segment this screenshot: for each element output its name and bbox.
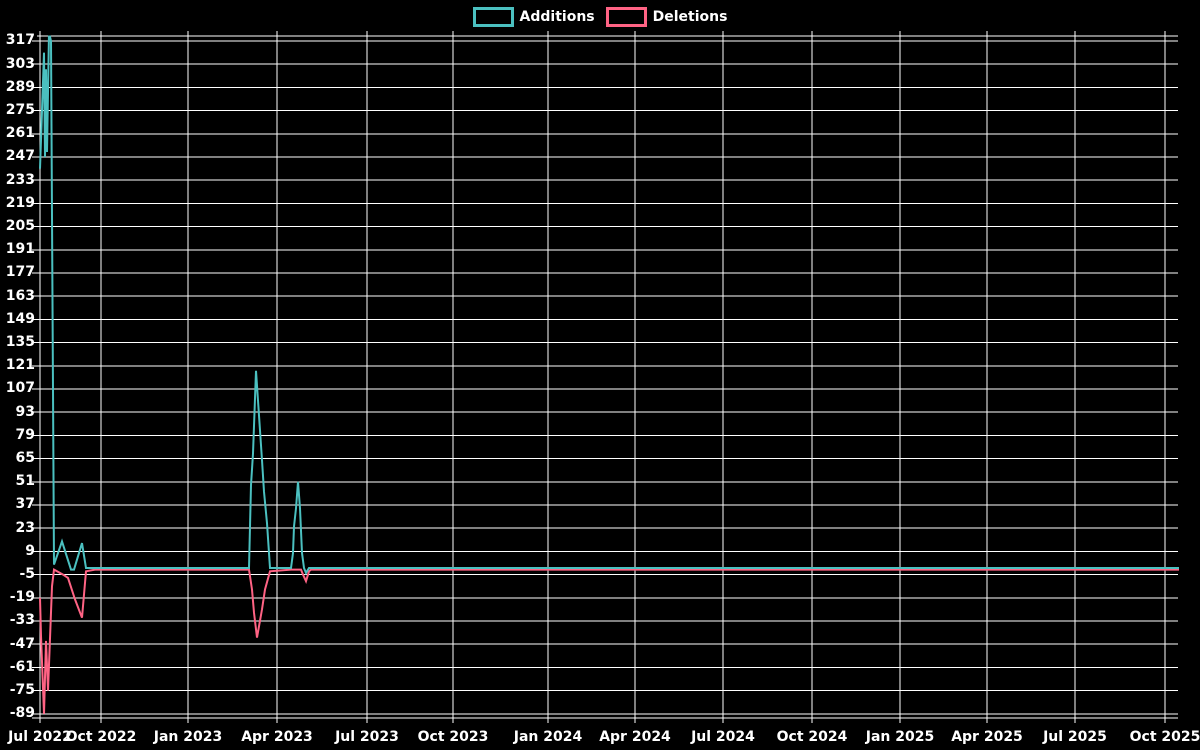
y-tick-label: 233 — [5, 171, 35, 188]
y-tick-label: -89 — [9, 705, 35, 722]
x-tick-label: Jan 2023 — [153, 729, 223, 745]
y-tick-label: 9 — [25, 542, 35, 559]
y-tick-label: 79 — [15, 426, 35, 443]
y-tick-label: 247 — [5, 148, 35, 165]
x-tick-label: Jul 2023 — [335, 729, 399, 745]
y-tick-label: 303 — [5, 55, 35, 72]
legend-item-deletions[interactable]: Deletions — [605, 7, 728, 27]
y-tick-label: 121 — [5, 357, 35, 374]
y-tick-label: 135 — [5, 334, 35, 351]
deletions-line — [39, 567, 1179, 714]
y-tick-label: -33 — [9, 612, 35, 629]
y-tick-label: 317 — [5, 32, 35, 49]
x-tick-label: Jul 2022 — [8, 729, 72, 745]
deletions-swatch-icon — [605, 7, 647, 27]
y-tick-label: 107 — [5, 380, 35, 397]
y-tick-label: 205 — [5, 218, 35, 235]
deletions-legend-label: Deletions — [652, 9, 728, 25]
y-tick-label: -61 — [9, 658, 35, 675]
y-tick-label: 93 — [15, 403, 35, 420]
y-tick-label: 37 — [15, 496, 35, 513]
y-tick-label: 163 — [5, 287, 35, 304]
y-tick-label: -47 — [9, 635, 35, 652]
x-tick-label: Jul 2025 — [1043, 729, 1107, 745]
x-tick-label: Jul 2024 — [691, 729, 755, 745]
y-tick-label: -75 — [9, 682, 35, 699]
y-tick-label: 51 — [15, 473, 35, 490]
additions-swatch-icon — [472, 7, 514, 27]
y-tick-label: 149 — [5, 310, 35, 327]
x-tick-label: Apr 2023 — [241, 729, 313, 745]
x-tick-label: Oct 2023 — [417, 729, 489, 745]
y-tick-label: 65 — [15, 450, 35, 467]
legend-item-additions[interactable]: Additions — [472, 7, 595, 27]
x-tick-label: Oct 2024 — [776, 729, 848, 745]
y-tick-label: -5 — [19, 566, 35, 583]
y-tick-label: 191 — [5, 241, 35, 258]
x-tick-label: Apr 2025 — [951, 729, 1023, 745]
y-tick-label: 261 — [5, 125, 35, 142]
y-tick-label: 23 — [15, 519, 35, 536]
x-tick-label: Jan 2025 — [865, 729, 935, 745]
y-tick-label: 275 — [5, 102, 35, 119]
additions-line — [39, 35, 1179, 576]
legend: Additions Deletions — [0, 7, 1200, 27]
y-tick-label: 219 — [5, 194, 35, 211]
x-tick-label: Apr 2024 — [599, 729, 671, 745]
x-tick-label: Oct 2025 — [1129, 729, 1200, 745]
y-tick-label: 177 — [5, 264, 35, 281]
additions-legend-label: Additions — [519, 9, 595, 25]
y-tick-label: 289 — [5, 78, 35, 95]
y-tick-label: -19 — [9, 589, 35, 606]
x-tick-label: Jan 2024 — [513, 729, 583, 745]
x-tick-label: Oct 2022 — [65, 729, 137, 745]
